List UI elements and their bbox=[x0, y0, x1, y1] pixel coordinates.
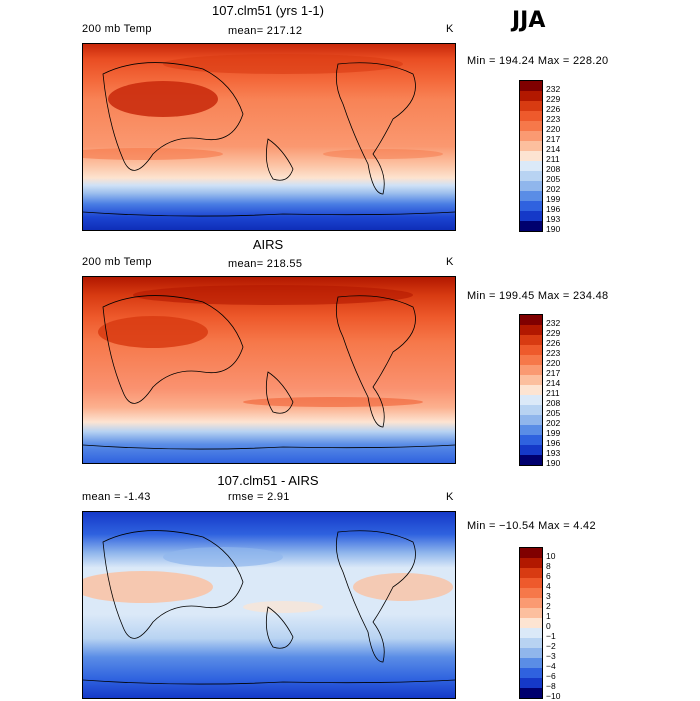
panel3-colorbar bbox=[519, 547, 543, 699]
season-label: JJA bbox=[512, 8, 546, 33]
panel3-cbar-tick: 4 bbox=[546, 581, 551, 591]
panel1-cbar-tick: 190 bbox=[546, 224, 561, 234]
panel1-cbar-tick: 193 bbox=[546, 214, 561, 224]
panel2-cbar-tick: 199 bbox=[546, 428, 561, 438]
panel3-cbar-tick: −8 bbox=[546, 681, 556, 691]
panel1-units-label: K bbox=[446, 23, 454, 35]
panel3-map bbox=[82, 511, 456, 699]
panel2-cbar-tick: 229 bbox=[546, 328, 561, 338]
panel2-colorbar bbox=[519, 314, 543, 466]
panel1-cbar-tick: 223 bbox=[546, 114, 561, 124]
panel2-cbar-tick: 220 bbox=[546, 358, 561, 368]
panel3-cbar-tick: 2 bbox=[546, 601, 551, 611]
panel1-cbar-tick: 229 bbox=[546, 94, 561, 104]
panel3-title: 107.clm51 - AIRS bbox=[217, 473, 319, 488]
panel1-minmax-label: Min = 194.24 Max = 228.20 bbox=[467, 55, 609, 67]
panel3-cbar-tick: 8 bbox=[546, 561, 551, 571]
panel1-coastline-eurasia bbox=[102, 62, 244, 171]
panel1-cbar-tick: 202 bbox=[546, 184, 561, 194]
panel1-title: 107.clm51 (yrs 1-1) bbox=[212, 3, 324, 18]
panel1-warm-anomaly bbox=[108, 81, 218, 117]
panel1-cbar-tick: 220 bbox=[546, 124, 561, 134]
panel2-cbar-tick: 211 bbox=[546, 388, 560, 398]
panel2-cbar-tick: 205 bbox=[546, 408, 561, 418]
panel3-mean-label: mean = -1.43 bbox=[82, 491, 151, 503]
panel1-cbar-tick: 211 bbox=[546, 154, 560, 164]
panel2-coastline-eurasia bbox=[102, 295, 244, 404]
panel3-coastline-americas bbox=[335, 530, 416, 663]
panel2-cbar-tick: 226 bbox=[546, 338, 561, 348]
panel2-coastline-americas bbox=[335, 295, 416, 428]
panel2-cbar-tick: 232 bbox=[546, 318, 561, 328]
panel3-cbar-tick: −4 bbox=[546, 661, 556, 671]
panel2-title: AIRS bbox=[252, 237, 284, 252]
panel3-cbar-tick: −10 bbox=[546, 691, 561, 701]
panel2-variable-label: 200 mb Temp bbox=[82, 256, 152, 268]
panel3-cbar-tick: 0 bbox=[546, 621, 551, 631]
panel2-cbar-tick: 196 bbox=[546, 438, 561, 448]
panel3-cbar-tick: 3 bbox=[546, 591, 551, 601]
panel1-variable-label: 200 mb Temp bbox=[82, 23, 152, 35]
panel1-colorbar bbox=[519, 80, 543, 232]
panel1-cbar-tick: 199 bbox=[546, 194, 561, 204]
panel3-units-label: K bbox=[446, 491, 454, 503]
panel1-cbar-tick: 196 bbox=[546, 204, 561, 214]
panel3-minmax-label: Min = −10.54 Max = 4.42 bbox=[467, 520, 596, 532]
panel2-units-label: K bbox=[446, 256, 454, 268]
panel2-cbar-tick: 190 bbox=[546, 458, 561, 468]
panel3-cbar-tick: −3 bbox=[546, 651, 556, 661]
panel3-cbar-tick: 6 bbox=[546, 571, 551, 581]
panel1-cbar-tick: 208 bbox=[546, 164, 561, 174]
panel2-cbar-tick: 217 bbox=[546, 368, 561, 378]
panel1-cbar-tick: 226 bbox=[546, 104, 561, 114]
panel2-warm-anomaly bbox=[98, 316, 208, 348]
panel2-minmax-label: Min = 199.45 Max = 234.48 bbox=[467, 290, 609, 302]
panel1-map bbox=[82, 43, 456, 231]
panel3-cbar-tick: −6 bbox=[546, 671, 556, 681]
panel2-map bbox=[82, 276, 456, 464]
panel1-mean-label: mean= 217.12 bbox=[228, 25, 303, 37]
panel2-cbar-tick: 202 bbox=[546, 418, 561, 428]
panel3-cbar-tick: −1 bbox=[546, 631, 556, 641]
panel1-cbar-tick: 232 bbox=[546, 84, 561, 94]
panel3-cbar-tick: 1 bbox=[546, 611, 551, 621]
panel1-cbar-tick: 217 bbox=[546, 134, 561, 144]
panel3-coastline-eurasia bbox=[102, 530, 244, 639]
panel2-cbar-tick: 214 bbox=[546, 378, 561, 388]
panel3-cbar-tick: −2 bbox=[546, 641, 556, 651]
panel2-cbar-tick: 193 bbox=[546, 448, 561, 458]
panel2-cbar-tick: 208 bbox=[546, 398, 561, 408]
panel2-cbar-tick: 223 bbox=[546, 348, 561, 358]
panel1-cbar-tick: 205 bbox=[546, 174, 561, 184]
panel3-cbar-tick: 10 bbox=[546, 551, 556, 561]
panel3-positive-bias-region bbox=[83, 571, 213, 603]
panel3-rmse-label: rmse = 2.91 bbox=[228, 491, 290, 503]
panel1-cbar-tick: 214 bbox=[546, 144, 561, 154]
panel2-mean-label: mean= 218.55 bbox=[228, 258, 303, 270]
panel1-coastline-americas bbox=[335, 62, 416, 195]
